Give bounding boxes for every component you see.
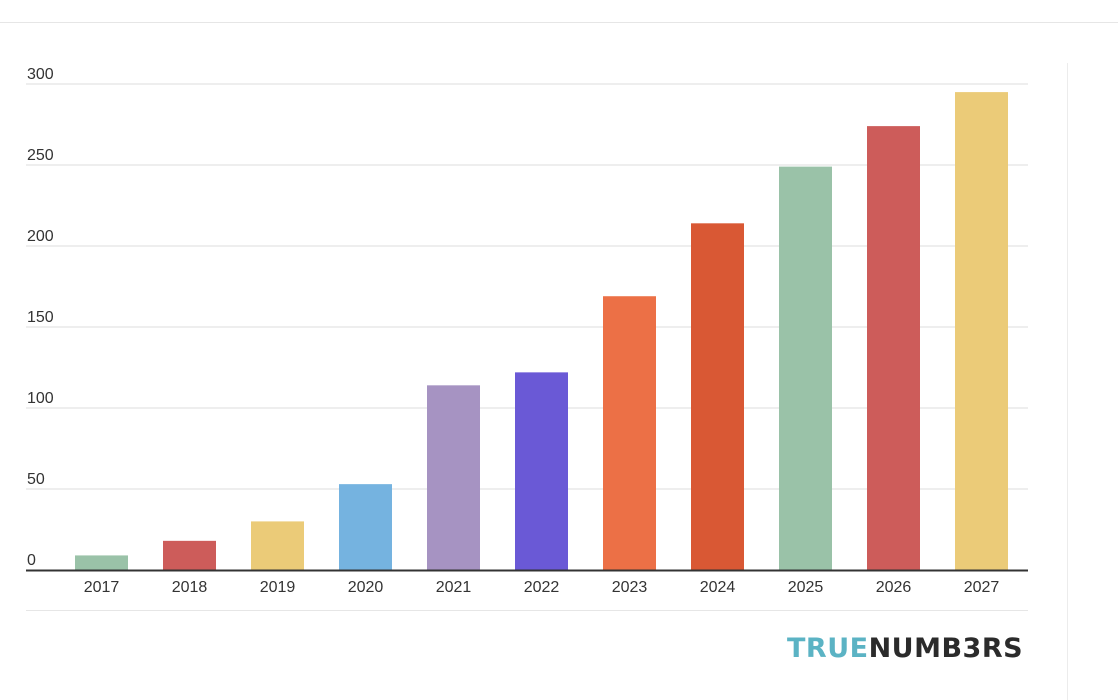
bar-2024 <box>691 223 744 570</box>
x-tick-label: 2025 <box>788 579 824 596</box>
logo-numbers-text: NUMB3RS <box>868 633 1024 664</box>
logo-true-text: TRUE <box>787 633 869 664</box>
y-axis-ticks: 0 50 100 150 200 250 300 <box>27 66 54 569</box>
x-tick-label: 2017 <box>84 579 120 596</box>
right-divider <box>1067 63 1068 700</box>
bars <box>75 92 1008 571</box>
bottom-divider <box>26 610 1028 611</box>
y-tick-label: 200 <box>27 228 54 245</box>
bar-2017 <box>75 555 128 570</box>
x-tick-label: 2019 <box>260 579 296 596</box>
bar-2018 <box>163 540 216 570</box>
x-tick-label: 2024 <box>700 579 736 596</box>
truenumbers-logo: TRUENUMB3RS <box>787 633 1023 665</box>
bar-2022 <box>515 372 568 570</box>
y-tick-label: 0 <box>27 552 36 569</box>
y-tick-label: 300 <box>27 66 54 83</box>
y-tick-label: 250 <box>27 147 54 164</box>
bar-2023 <box>603 296 656 570</box>
x-tick-label: 2023 <box>612 579 648 596</box>
bar-2021 <box>427 385 480 570</box>
bar-2020 <box>339 484 392 570</box>
y-tick-label: 150 <box>27 309 54 326</box>
x-axis-ticks: 2017 2018 2019 2020 2021 2022 2023 2024 2025 2026… <box>84 579 1000 596</box>
x-tick-label: 2021 <box>436 579 472 596</box>
x-tick-label: 2018 <box>172 579 208 596</box>
x-tick-label: 2026 <box>876 579 912 596</box>
x-tick-label: 2022 <box>524 579 560 596</box>
y-tick-label: 50 <box>27 471 45 488</box>
x-tick-label: 2027 <box>964 579 1000 596</box>
y-tick-label: 100 <box>27 390 54 407</box>
bar-2025 <box>779 166 832 570</box>
bar-2027 <box>955 92 1008 570</box>
x-tick-label: 2020 <box>348 579 384 596</box>
bar-2019 <box>251 521 304 570</box>
bar-2026 <box>867 126 920 571</box>
top-divider <box>0 22 1118 23</box>
